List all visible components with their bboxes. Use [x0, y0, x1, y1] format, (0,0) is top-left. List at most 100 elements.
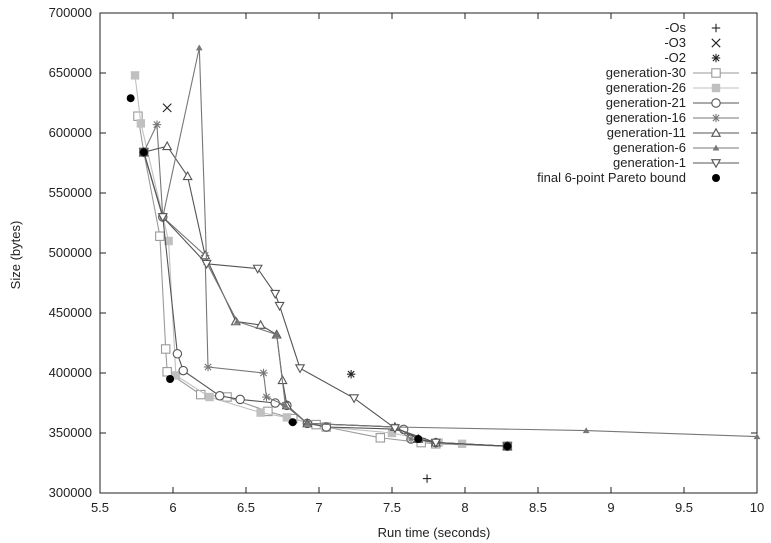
series-o2 [346, 370, 356, 379]
legend-entry: generation-6 [613, 140, 739, 155]
legend-label: -Os [665, 20, 686, 35]
y-tick-label: 600000 [49, 125, 92, 140]
data-point [422, 474, 432, 483]
legend-label: generation-30 [606, 65, 686, 80]
legend: -Os-O3-O2generation-30generation-26gener… [537, 20, 739, 185]
data-point [346, 370, 356, 379]
legend-entry: -Os [665, 20, 721, 35]
series-generation-1 [138, 148, 513, 452]
legend-entry: generation-30 [606, 65, 739, 80]
legend-label: generation-6 [613, 140, 686, 155]
data-point [321, 422, 332, 432]
data-point [256, 408, 265, 417]
data-point [282, 402, 289, 408]
legend-marker [711, 113, 721, 123]
legend-label: final 6-point Pareto bound [537, 170, 686, 185]
data-point [274, 301, 285, 312]
data-point [162, 367, 172, 377]
legend-label: -O3 [664, 35, 686, 50]
plot-area [126, 44, 761, 483]
data-point [162, 140, 173, 151]
data-point [199, 250, 211, 260]
x-tick-label: 7.5 [383, 500, 401, 515]
x-tick-label: 6.5 [237, 500, 255, 515]
data-point [288, 418, 297, 427]
data-point [214, 391, 225, 401]
legend-label: generation-16 [606, 110, 686, 125]
data-point [136, 119, 146, 128]
axes: 5.5 6 6.5 7 7.5 8 8.5 9 9.5 10 300000 350000 400000 4… [49, 5, 765, 515]
data-point [282, 413, 292, 422]
legend-entry: generation-11 [607, 125, 739, 140]
legend-marker [711, 38, 721, 48]
y-tick-label: 650000 [49, 65, 92, 80]
data-point [430, 438, 441, 448]
series-line [143, 152, 508, 447]
data-point [152, 120, 162, 129]
legend-marker [711, 68, 721, 78]
data-point [205, 392, 214, 402]
series-line [143, 145, 508, 447]
legend-entry: generation-26 [606, 80, 739, 95]
y-tick-label: 700000 [49, 5, 92, 20]
data-point [503, 442, 512, 451]
data-point [178, 365, 188, 376]
data-point [273, 331, 281, 338]
legend-label: generation-11 [607, 125, 686, 140]
data-point [348, 394, 360, 404]
legend-label: generation-1 [613, 155, 686, 170]
legend-entry: generation-1 [613, 155, 739, 170]
data-point [753, 433, 761, 440]
x-tick-label: 8 [461, 500, 468, 515]
legend-entry: generation-21 [606, 95, 739, 110]
series-generation-21 [139, 147, 513, 451]
y-tick-label: 550000 [49, 185, 92, 200]
legend-marker [710, 159, 722, 169]
data-point [303, 420, 311, 426]
legend-marker [711, 53, 721, 63]
data-point [235, 394, 245, 405]
x-tick-label: 9.5 [675, 500, 693, 515]
x-tick-label: 5.5 [91, 500, 109, 515]
data-point [262, 392, 271, 402]
series-line [143, 152, 508, 447]
data-point [259, 368, 268, 378]
y-tick-label: 350000 [49, 425, 92, 440]
x-tick-label: 8.5 [529, 500, 547, 515]
data-point [252, 264, 263, 274]
legend-label: generation-21 [606, 95, 686, 110]
data-point [201, 259, 212, 270]
data-point [126, 94, 135, 103]
data-point [162, 103, 172, 113]
legend-marker [711, 83, 721, 93]
data-point [233, 318, 241, 324]
legend-marker [712, 144, 720, 151]
data-point [387, 428, 397, 438]
data-point [582, 427, 590, 434]
data-point [182, 170, 193, 181]
data-point [414, 435, 423, 443]
y-tick-label: 400000 [49, 365, 92, 380]
legend-marker [712, 174, 720, 182]
series-line [137, 116, 508, 447]
legend-marker [710, 127, 722, 137]
data-point [203, 362, 213, 372]
data-point [375, 433, 386, 443]
legend-entry: final 6-point Pareto bound [537, 170, 720, 185]
series-line [134, 75, 508, 447]
data-point [155, 231, 165, 241]
series-os [422, 474, 432, 483]
data-point [130, 71, 140, 80]
legend-entry: -O3 [664, 35, 721, 50]
data-point [164, 236, 173, 246]
x-axis-label: Run time (seconds) [378, 525, 491, 540]
y-tick-label: 300000 [49, 485, 92, 500]
x-tick-label: 6 [169, 500, 176, 515]
data-point [157, 213, 168, 223]
series-generation-11 [138, 140, 513, 451]
data-point [171, 371, 181, 380]
data-point [166, 375, 175, 383]
series-generation-26 [130, 71, 512, 451]
series-generation-16 [139, 120, 512, 451]
legend-entry: -O2 [664, 50, 721, 65]
